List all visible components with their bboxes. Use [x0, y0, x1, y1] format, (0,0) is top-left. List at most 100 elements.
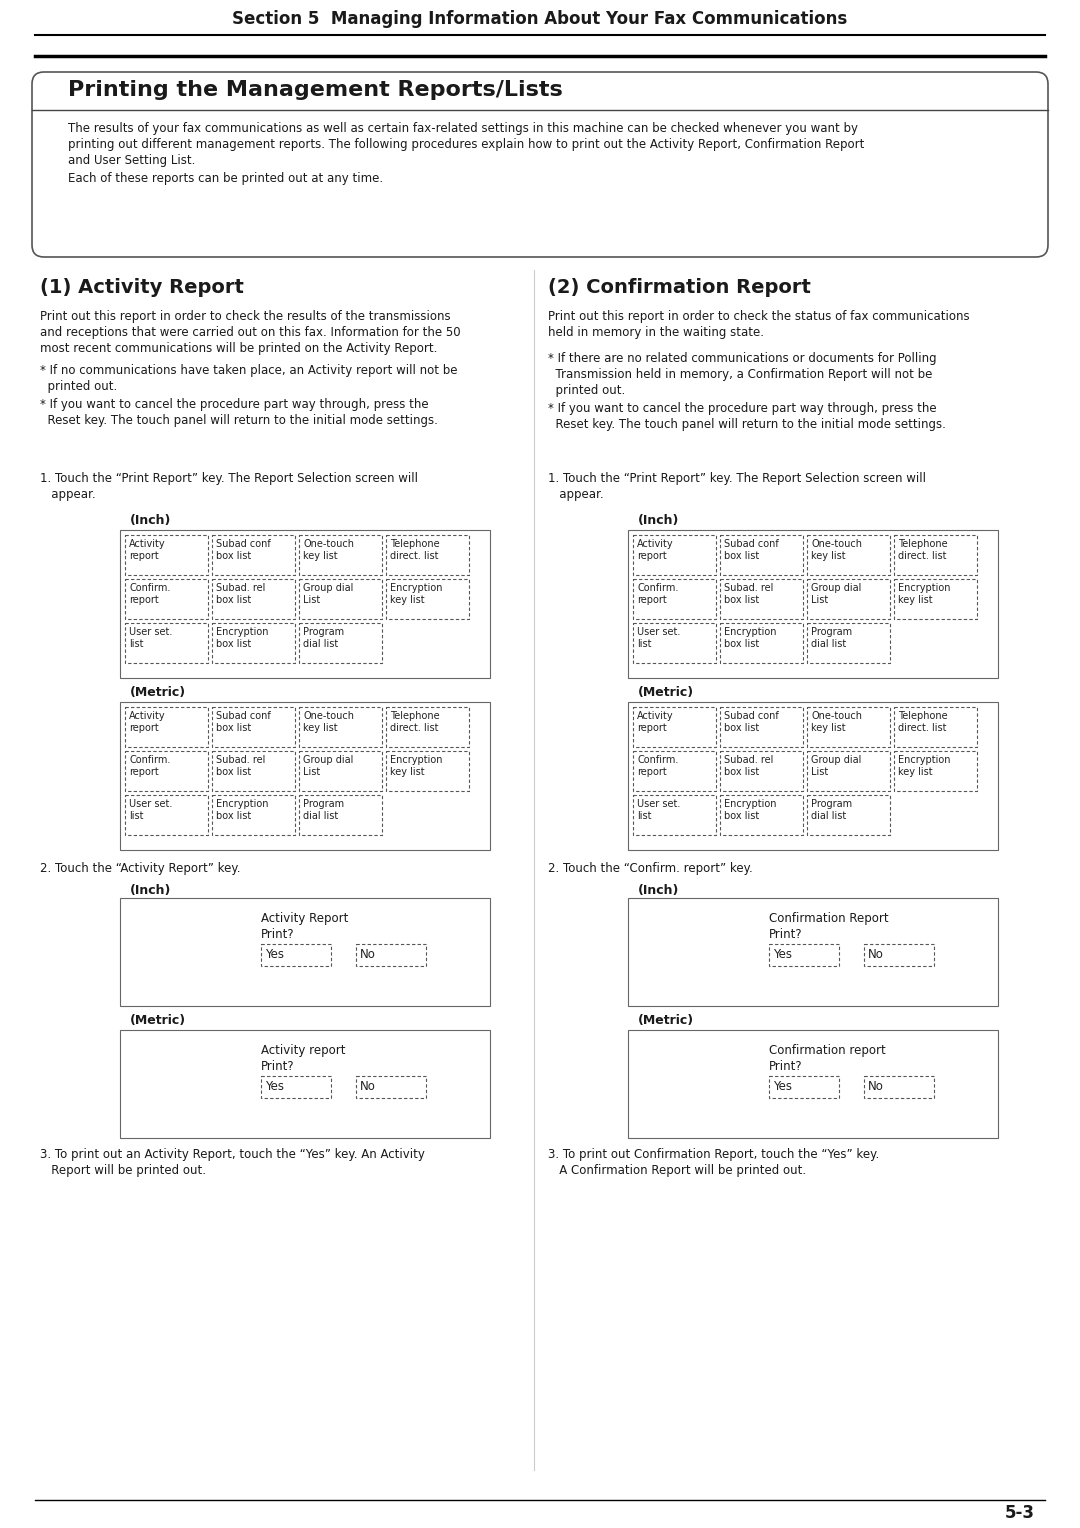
Text: Print?: Print?	[769, 1060, 802, 1073]
Text: Subad conf
box list: Subad conf box list	[724, 539, 779, 561]
Bar	[386, 535, 469, 575]
Text: One-touch
key list: One-touch key list	[303, 711, 354, 733]
Bar	[355, 1076, 426, 1099]
Bar	[807, 750, 890, 792]
Bar	[807, 707, 890, 747]
Text: Group dial
List: Group dial List	[303, 584, 353, 605]
Text: printed out.: printed out.	[548, 384, 625, 397]
Text: (Inch): (Inch)	[130, 513, 172, 527]
Text: Telephone
direct. list: Telephone direct. list	[390, 711, 440, 733]
Text: (Inch): (Inch)	[130, 885, 172, 897]
Bar	[120, 898, 490, 1005]
Bar	[299, 535, 382, 575]
Text: Activity
report: Activity report	[637, 711, 674, 733]
Text: (Metric): (Metric)	[130, 1015, 186, 1027]
Text: Activity Report: Activity Report	[260, 912, 348, 924]
Bar	[299, 579, 382, 619]
Bar	[807, 795, 890, 834]
Text: (Metric): (Metric)	[130, 686, 186, 698]
Text: Telephone
direct. list: Telephone direct. list	[390, 539, 440, 561]
Bar	[769, 1076, 838, 1099]
Text: The results of your fax communications as well as certain fax-related settings i: The results of your fax communications a…	[68, 122, 858, 134]
Bar	[720, 795, 804, 834]
Text: Activity
report: Activity report	[129, 539, 165, 561]
Bar	[120, 530, 490, 678]
Text: (1) Activity Report: (1) Activity Report	[40, 278, 244, 296]
Text: User set.
list: User set. list	[637, 626, 680, 649]
Bar	[633, 623, 716, 663]
Bar	[120, 1030, 490, 1138]
Text: Subad. rel
box list: Subad. rel box list	[216, 584, 266, 605]
Bar	[386, 707, 469, 747]
Bar	[212, 795, 295, 834]
Text: appear.: appear.	[40, 487, 96, 501]
Bar	[720, 623, 804, 663]
Text: * If you want to cancel the procedure part way through, press the: * If you want to cancel the procedure pa…	[548, 402, 936, 416]
Text: Encryption
box list: Encryption box list	[216, 799, 269, 822]
Text: Encryption
box list: Encryption box list	[724, 799, 777, 822]
Bar	[864, 1076, 933, 1099]
Text: No: No	[867, 947, 883, 961]
Text: Print?: Print?	[260, 1060, 294, 1073]
Text: User set.
list: User set. list	[129, 799, 173, 822]
Text: Encryption
key list: Encryption key list	[390, 584, 443, 605]
Text: 5-3: 5-3	[1005, 1504, 1035, 1522]
Text: Confirm.
report: Confirm. report	[129, 584, 171, 605]
Text: Yes: Yes	[772, 947, 792, 961]
Bar	[627, 898, 998, 1005]
Text: Each of these reports can be printed out at any time.: Each of these reports can be printed out…	[68, 173, 383, 185]
Text: Confirm.
report: Confirm. report	[129, 755, 171, 778]
Text: * If you want to cancel the procedure part way through, press the: * If you want to cancel the procedure pa…	[40, 397, 429, 411]
Bar	[125, 795, 208, 834]
Bar	[807, 535, 890, 575]
Text: User set.
list: User set. list	[129, 626, 173, 649]
Text: Section 5  Managing Information About Your Fax Communications: Section 5 Managing Information About You…	[232, 11, 848, 28]
FancyBboxPatch shape	[32, 72, 1048, 257]
Text: Telephone
direct. list: Telephone direct. list	[897, 711, 947, 733]
Text: No: No	[867, 1080, 883, 1093]
Bar	[299, 623, 382, 663]
Text: Program
dial list: Program dial list	[811, 799, 852, 822]
Bar	[720, 535, 804, 575]
Bar	[633, 579, 716, 619]
Text: 2. Touch the “Confirm. report” key.: 2. Touch the “Confirm. report” key.	[548, 862, 753, 876]
Bar	[212, 707, 295, 747]
Text: Activity
report: Activity report	[637, 539, 674, 561]
Text: Confirmation report: Confirmation report	[769, 1044, 886, 1057]
Text: Confirm.
report: Confirm. report	[637, 584, 678, 605]
Text: Encryption
box list: Encryption box list	[216, 626, 269, 649]
Bar	[627, 1030, 998, 1138]
Text: Print?: Print?	[260, 927, 294, 941]
Text: Reset key. The touch panel will return to the initial mode settings.: Reset key. The touch panel will return t…	[40, 414, 437, 426]
Text: A Confirmation Report will be printed out.: A Confirmation Report will be printed ou…	[548, 1164, 806, 1177]
Bar	[894, 535, 977, 575]
Bar	[807, 579, 890, 619]
Bar	[299, 707, 382, 747]
Text: Encryption
key list: Encryption key list	[897, 755, 950, 778]
Bar	[212, 579, 295, 619]
Text: One-touch
key list: One-touch key list	[811, 711, 862, 733]
Bar	[807, 623, 890, 663]
Text: Subad conf
box list: Subad conf box list	[216, 711, 271, 733]
Text: 3. To print out Confirmation Report, touch the “Yes” key.: 3. To print out Confirmation Report, tou…	[548, 1148, 879, 1161]
Bar	[120, 701, 490, 850]
Text: Yes: Yes	[265, 1080, 284, 1093]
Bar	[260, 944, 330, 966]
Text: Transmission held in memory, a Confirmation Report will not be: Transmission held in memory, a Confirmat…	[548, 368, 932, 380]
Bar	[386, 750, 469, 792]
Text: printing out different management reports. The following procedures explain how : printing out different management report…	[68, 138, 864, 151]
Text: and receptions that were carried out on this fax. Information for the 50: and receptions that were carried out on …	[40, 325, 461, 339]
Text: Subad. rel
box list: Subad. rel box list	[216, 755, 266, 778]
Bar	[894, 750, 977, 792]
Text: Telephone
direct. list: Telephone direct. list	[897, 539, 947, 561]
Text: (Inch): (Inch)	[638, 885, 679, 897]
Bar	[633, 795, 716, 834]
Bar	[299, 750, 382, 792]
Text: * If no communications have taken place, an Activity report will not be: * If no communications have taken place,…	[40, 364, 458, 377]
Text: Confirm.
report: Confirm. report	[637, 755, 678, 778]
Bar	[386, 579, 469, 619]
Bar	[633, 535, 716, 575]
Text: Group dial
List: Group dial List	[303, 755, 353, 778]
Text: * If there are no related communications or documents for Polling: * If there are no related communications…	[548, 351, 936, 365]
Bar	[720, 707, 804, 747]
